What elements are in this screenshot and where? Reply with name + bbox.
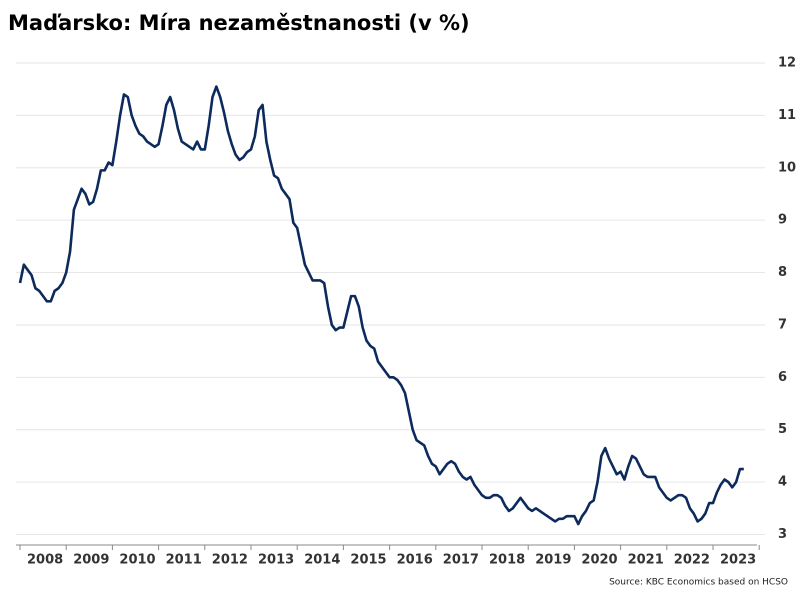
x-tick-label: 2022 [674, 553, 710, 568]
x-tick-label: 2010 [119, 553, 155, 568]
y-tick-label: 7 [778, 317, 787, 332]
x-tick-label: 2009 [73, 553, 109, 568]
x-tick-label: 2020 [581, 553, 617, 568]
y-tick-label: 10 [778, 160, 796, 175]
chart-title: Maďarsko: Míra nezaměstnanosti (v %) [8, 11, 470, 35]
y-tick-label: 5 [778, 422, 787, 437]
x-tick-label: 2023 [720, 553, 756, 568]
y-tick-label: 12 [778, 55, 796, 70]
x-tick-label: 2013 [258, 553, 294, 568]
x-tick-label: 2021 [628, 553, 664, 568]
y-tick-label: 3 [778, 527, 787, 542]
x-tick-label: 2018 [489, 553, 525, 568]
y-tick-label: 9 [778, 213, 787, 228]
y-tick-label: 6 [778, 370, 787, 385]
x-tick-label: 2016 [397, 553, 433, 568]
y-tick-label: 8 [778, 265, 787, 280]
data-line [18, 85, 744, 526]
x-tick-label: 2008 [27, 553, 63, 568]
x-tick-label: 2017 [443, 553, 479, 568]
x-tick-label: 2015 [350, 553, 386, 568]
y-tick-label: 11 [778, 108, 796, 123]
x-tick-label: 2019 [535, 553, 571, 568]
x-tick-label: 2011 [166, 553, 202, 568]
y-tick-label: 4 [778, 475, 787, 490]
source-note: Source: KBC Economics based on HCSO [609, 578, 788, 588]
x-tick-label: 2014 [304, 553, 340, 568]
x-tick-label: 2012 [212, 553, 248, 568]
